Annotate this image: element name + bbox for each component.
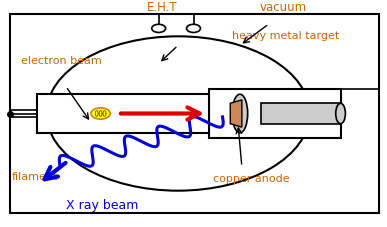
Bar (209, 89, 341, 138)
Bar (261, 103, 341, 124)
Circle shape (152, 24, 166, 32)
Polygon shape (230, 100, 242, 127)
Text: electron beam: electron beam (21, 56, 102, 66)
Text: vacuum: vacuum (259, 1, 307, 15)
Text: copper anode: copper anode (213, 174, 289, 184)
Ellipse shape (336, 103, 346, 124)
Circle shape (91, 108, 110, 119)
Text: X ray beam: X ray beam (66, 199, 138, 212)
Text: heavy metal target: heavy metal target (232, 31, 339, 41)
Ellipse shape (232, 94, 248, 133)
Text: E.H.T: E.H.T (147, 1, 178, 15)
Bar (10, 14, 379, 213)
Bar (37, 94, 209, 133)
Text: filament: filament (12, 172, 58, 182)
Circle shape (187, 24, 200, 32)
